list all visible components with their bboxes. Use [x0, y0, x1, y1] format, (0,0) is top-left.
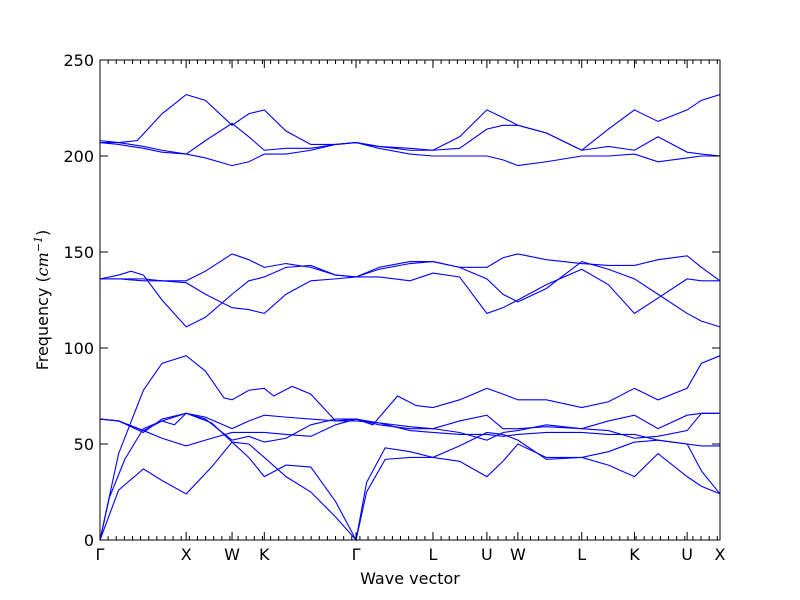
x-tick-label-12: X	[715, 545, 726, 564]
y-axis-label-text: Frequency	[33, 288, 52, 371]
x-tick-label-2: X	[181, 545, 192, 564]
plot-background	[100, 60, 720, 540]
y-tick-label: 150	[63, 243, 94, 262]
x-axis-label: Wave vector	[360, 569, 460, 588]
x-tick-label-10: K	[629, 545, 640, 564]
y-tick-label: 200	[63, 147, 94, 166]
band-line-1	[99, 412, 721, 542]
band-lines	[99, 93, 721, 542]
x-tick-label-11: U	[681, 545, 693, 564]
y-axis-unit-exponent: −1	[32, 236, 45, 252]
x-tick-label-9: L	[577, 545, 586, 564]
band-line-7	[100, 253, 721, 282]
x-tick-label-8: W	[510, 545, 526, 564]
band-line-11	[100, 122, 721, 157]
y-tick-label: 0	[84, 531, 94, 550]
x-tick-label-5: Γ	[352, 545, 361, 564]
band-line-12	[99, 142, 720, 167]
y-axis-label: Frequency (cm−1)	[32, 230, 52, 371]
band-line-3	[99, 355, 721, 541]
band-line-8	[99, 264, 720, 328]
y-tick-label: 100	[63, 339, 94, 358]
band-line-2	[99, 431, 721, 542]
y-tick-label: 50	[74, 435, 94, 454]
x-tick-label-3: W	[224, 545, 240, 564]
x-tick-label-7: U	[481, 545, 493, 564]
x-tick-label-6: L	[428, 545, 437, 564]
y-tick-labels: 0 50 100 150 200 250	[63, 51, 94, 550]
x-tick-label-1: Γ	[96, 545, 105, 564]
band-line-6	[99, 412, 720, 447]
y-tick-label: 250	[63, 51, 94, 70]
band-line-10	[99, 93, 721, 151]
x-tick-label-4: K	[259, 545, 270, 564]
band-line-9	[100, 260, 721, 328]
plot-frame	[99, 59, 721, 541]
y-axis-unit: cm	[33, 252, 52, 276]
